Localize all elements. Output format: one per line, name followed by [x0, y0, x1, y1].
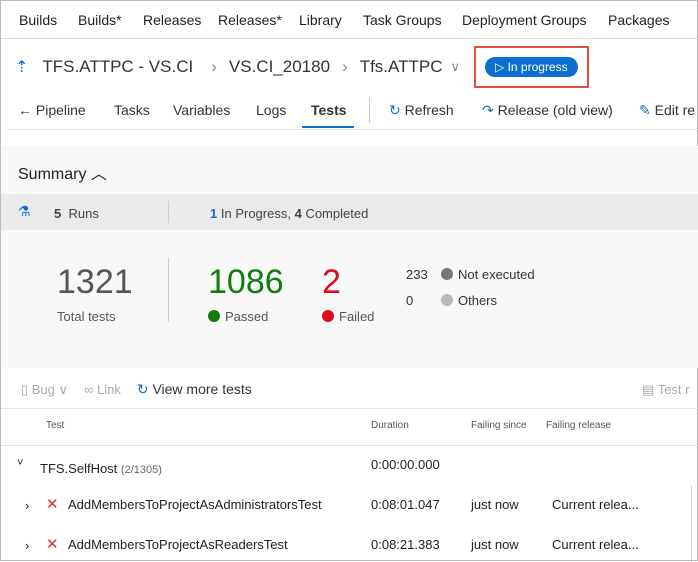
divider [168, 201, 169, 223]
group-name: TFS.SelfHost [40, 461, 118, 476]
nav-releases[interactable]: Releases [143, 12, 202, 28]
flask-icon: ⚗ [18, 203, 31, 219]
others-value: 0 [406, 293, 414, 308]
test-duration: 0:08:21.383 [371, 537, 440, 552]
status-badge: ▷ In progress [485, 57, 578, 77]
chevron-right-icon[interactable]: › [25, 498, 30, 513]
others-label: Others [441, 293, 497, 308]
top-nav: Builds Builds* Releases Releases* Librar… [1, 1, 698, 39]
chevron-right-icon[interactable]: › [25, 538, 30, 553]
column-test[interactable]: Test [46, 420, 65, 431]
divider [1, 408, 698, 409]
chevron-right-icon: › [342, 57, 348, 76]
highlight-box: ▷ In progress [474, 46, 589, 88]
breadcrumb-stage[interactable]: Tfs.ATTPC [359, 57, 443, 76]
test-name[interactable]: AddMembersToProjectAsReadersTest [68, 537, 288, 552]
tab-logs[interactable]: Logs [256, 102, 287, 118]
chevron-up-icon: ︿ [90, 166, 107, 183]
not-executed-dot-icon [441, 268, 453, 280]
refresh-label: Refresh [404, 102, 454, 118]
not-executed-value: 233 [406, 267, 428, 282]
failing-release[interactable]: Current relea... [552, 497, 639, 512]
tab-variables[interactable]: Variables [173, 102, 231, 118]
chevron-down-icon: ∨ [58, 381, 69, 397]
summary-header[interactable] [1, 146, 698, 194]
nav-builds[interactable]: Builds [19, 12, 58, 28]
column-duration[interactable]: Duration [371, 420, 409, 431]
chevron-down-icon[interactable]: ˅ [17, 457, 24, 469]
column-failing-release[interactable]: Failing release [546, 420, 612, 431]
total-tests-value: 1321 [57, 263, 133, 301]
tab-tests[interactable]: Tests [311, 102, 347, 118]
nav-library[interactable]: Library [299, 12, 342, 28]
file-icon: ▯ [21, 381, 29, 397]
passed-label: Passed [208, 309, 268, 324]
link-icon: ∞ [84, 382, 94, 397]
view-more-tests-button[interactable]: ↻ View more tests [136, 381, 252, 397]
edit-label: Edit re [654, 102, 696, 118]
summary-title[interactable]: Summary ︿ [18, 160, 107, 184]
status-text: In progress [507, 60, 568, 74]
tab-tasks[interactable]: Tasks [114, 102, 150, 118]
link-button[interactable]: ∞ Link [84, 382, 121, 397]
edit-button[interactable]: ✎ Edit re [639, 102, 695, 119]
failed-x-icon: ✕ [46, 536, 59, 553]
test-name[interactable]: AddMembersToProjectAsAdministratorsTest [68, 497, 322, 512]
group-duration: 0:00:00.000 [371, 457, 440, 472]
test-results-button[interactable]: ▤ Test r [642, 382, 690, 397]
test-toolbar: ▯ Bug ∨ ∞ Link ↻ View more tests [21, 381, 252, 398]
column-failing-since[interactable]: Failing since [471, 420, 527, 431]
breadcrumb: ⇡ TFS.ATTPC - VS.CI › VS.CI_20180 › Tfs.… [15, 46, 589, 88]
failed-dot-icon [322, 310, 334, 322]
back-label: Pipeline [35, 102, 86, 118]
others-dot-icon [441, 294, 453, 306]
test-duration: 0:08:01.047 [371, 497, 440, 512]
refresh-button[interactable]: ↻ Refresh [389, 102, 454, 119]
runs-status: 1 In Progress, 4 Completed [210, 206, 369, 221]
passed-value: 1086 [208, 263, 284, 301]
play-icon: ▷ [495, 60, 508, 74]
failed-x-icon: ✕ [46, 496, 59, 513]
divider [168, 258, 169, 322]
nav-builds-star[interactable]: Builds* [78, 12, 122, 28]
passed-dot-icon [208, 310, 220, 322]
chevron-down-icon[interactable]: ∨ [450, 59, 461, 74]
refresh-icon: ↻ [389, 102, 401, 118]
failing-since: just now [471, 497, 519, 512]
runs-bar [1, 194, 698, 230]
release-old-label: Release (old view) [497, 102, 613, 118]
divider [9, 129, 698, 130]
redo-icon: ↷ [482, 102, 494, 118]
scrollbar[interactable] [691, 486, 692, 562]
not-executed-label: Not executed [441, 267, 535, 282]
summary-label: Summary [18, 166, 87, 183]
active-tab-indicator [302, 126, 354, 128]
stats-panel [1, 230, 698, 368]
breadcrumb-release[interactable]: VS.CI_20180 [228, 57, 331, 76]
refresh-icon: ↻ [136, 381, 149, 397]
pencil-icon: ✎ [639, 102, 651, 118]
chevron-right-icon: › [211, 57, 217, 76]
failing-since: just now [471, 537, 519, 552]
nav-releases-star[interactable]: Releases* [218, 12, 282, 28]
breadcrumb-pipeline[interactable]: TFS.ATTPC - VS.CI [42, 57, 194, 76]
failing-release[interactable]: Current relea... [552, 537, 639, 552]
runs-count: 5 Runs [54, 206, 99, 221]
failed-value: 2 [322, 263, 341, 301]
release-pipeline-icon: ⇡ [15, 59, 29, 76]
nav-deployment-groups[interactable]: Deployment Groups [462, 12, 587, 28]
failed-label: Failed [322, 309, 374, 324]
panel-icon: ▤ [642, 382, 655, 397]
total-tests-label: Total tests [57, 309, 116, 324]
back-to-pipeline[interactable]: ← Pipeline [18, 102, 86, 118]
group-title: TFS.SelfHost (2/1305) [40, 461, 162, 476]
nav-packages[interactable]: Packages [608, 12, 670, 28]
release-old-view-button[interactable]: ↷ Release (old view) [482, 102, 613, 119]
nav-task-groups[interactable]: Task Groups [363, 12, 442, 28]
divider [1, 445, 698, 446]
bug-button[interactable]: ▯ Bug ∨ [21, 381, 69, 397]
divider [369, 97, 370, 123]
group-count: (2/1305) [120, 464, 162, 476]
